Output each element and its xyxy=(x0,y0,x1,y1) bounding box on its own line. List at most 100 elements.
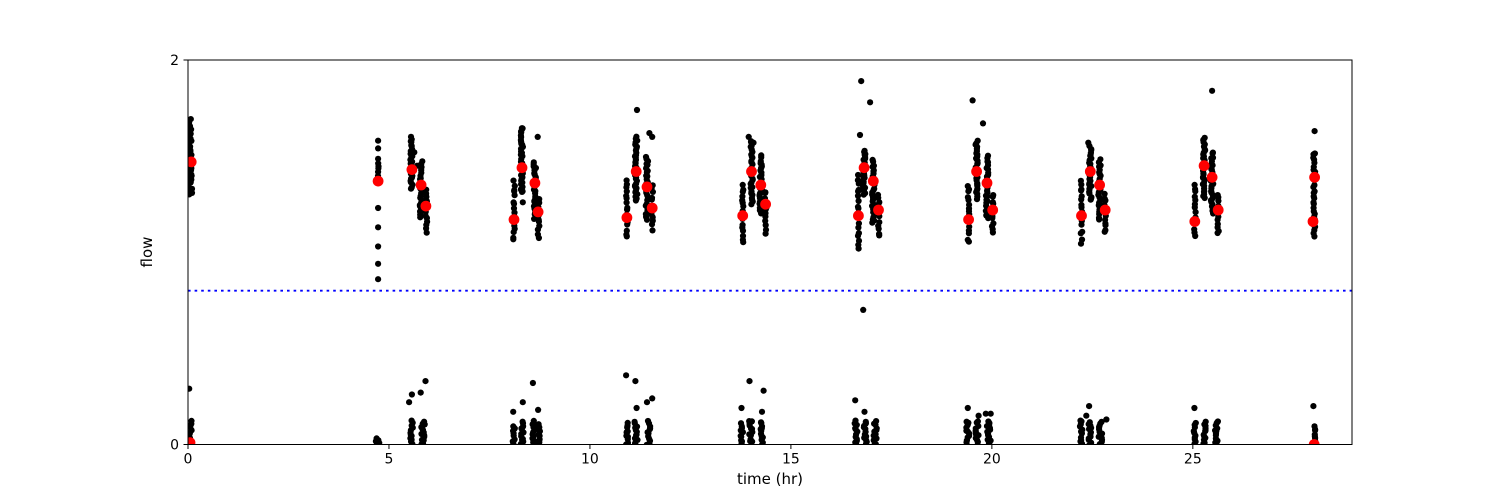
mean-point xyxy=(406,164,418,176)
data-point xyxy=(644,417,652,425)
mean-point xyxy=(1189,216,1201,227)
data-point xyxy=(1101,190,1108,197)
data-point xyxy=(1086,419,1093,426)
data-point xyxy=(1192,419,1199,427)
data-point xyxy=(861,408,868,415)
data-point xyxy=(1191,193,1198,200)
mean-point xyxy=(415,179,427,191)
mean-point xyxy=(867,175,879,187)
data-point xyxy=(408,391,415,398)
data-point xyxy=(1078,236,1086,243)
data-point xyxy=(510,234,517,241)
data-point xyxy=(990,220,997,227)
x-tick-label: 5 xyxy=(385,452,394,468)
mean-point xyxy=(1308,439,1320,445)
data-point xyxy=(855,220,863,227)
mean-point xyxy=(508,214,520,226)
data-point xyxy=(748,418,756,425)
data-point xyxy=(633,106,641,114)
mean-point xyxy=(963,214,974,226)
data-point xyxy=(375,204,382,212)
data-point xyxy=(737,420,745,427)
data-point xyxy=(860,306,867,313)
data-point xyxy=(534,231,542,238)
mean-point xyxy=(853,210,864,222)
data-point xyxy=(1083,412,1090,419)
data-point xyxy=(624,204,631,211)
data-point xyxy=(623,199,630,206)
data-point xyxy=(762,189,769,196)
data-point xyxy=(1191,404,1198,412)
data-point xyxy=(417,389,424,396)
data-point xyxy=(979,120,987,127)
data-point xyxy=(1311,423,1318,430)
data-point xyxy=(739,193,746,200)
x-axis-label: time (hr) xyxy=(737,470,803,488)
data-point xyxy=(861,147,868,154)
data-point xyxy=(623,372,630,379)
data-point xyxy=(375,276,382,283)
data-point xyxy=(987,410,994,417)
x-tick-label: 20 xyxy=(983,452,1001,468)
data-point xyxy=(623,227,630,234)
data-point xyxy=(375,160,382,167)
data-point xyxy=(854,177,862,184)
data-point xyxy=(876,230,883,237)
data-point xyxy=(855,230,863,237)
data-point xyxy=(858,78,865,85)
data-point xyxy=(969,97,976,104)
mean-point xyxy=(188,437,196,445)
data-point xyxy=(529,379,537,387)
data-point xyxy=(1215,213,1222,220)
data-point xyxy=(1085,139,1092,146)
data-point xyxy=(519,399,526,406)
data-point xyxy=(964,404,971,412)
data-point xyxy=(1078,186,1085,193)
data-point xyxy=(518,125,526,132)
data-point xyxy=(624,419,631,426)
data-point xyxy=(1202,418,1209,425)
data-point xyxy=(757,419,765,426)
data-point xyxy=(739,181,746,188)
mean-point xyxy=(420,200,432,212)
data-point xyxy=(421,418,428,425)
data-point xyxy=(1209,87,1216,94)
mean-point xyxy=(1206,171,1218,183)
data-point xyxy=(375,155,382,162)
data-point xyxy=(855,197,862,205)
data-point xyxy=(1310,403,1317,410)
data-point xyxy=(760,387,767,394)
data-point xyxy=(1078,193,1085,200)
data-point xyxy=(855,237,863,244)
data-point xyxy=(375,243,382,250)
data-point xyxy=(1192,209,1199,216)
data-point xyxy=(373,435,380,442)
data-point xyxy=(632,378,639,385)
mean-point xyxy=(1094,179,1105,191)
data-point xyxy=(966,223,973,230)
data-point xyxy=(530,417,537,424)
means-layer xyxy=(188,156,1320,445)
mean-point xyxy=(1084,166,1096,177)
data-point xyxy=(631,418,638,425)
data-point xyxy=(989,199,997,206)
data-point xyxy=(964,194,972,201)
data-point xyxy=(1103,416,1110,423)
data-point xyxy=(740,186,747,193)
mean-point xyxy=(630,166,642,177)
mean-point xyxy=(858,162,870,174)
data-point xyxy=(1311,128,1318,135)
data-point xyxy=(1191,181,1198,188)
data-point xyxy=(1214,418,1221,425)
data-point xyxy=(633,404,640,412)
data-point xyxy=(510,205,518,212)
data-point xyxy=(855,171,862,179)
data-point xyxy=(1191,226,1198,233)
y-tick-label: 2 xyxy=(170,53,179,69)
data-point xyxy=(738,404,745,412)
data-point xyxy=(419,158,426,165)
data-point xyxy=(649,395,656,402)
x-tick-label: 10 xyxy=(581,452,599,468)
